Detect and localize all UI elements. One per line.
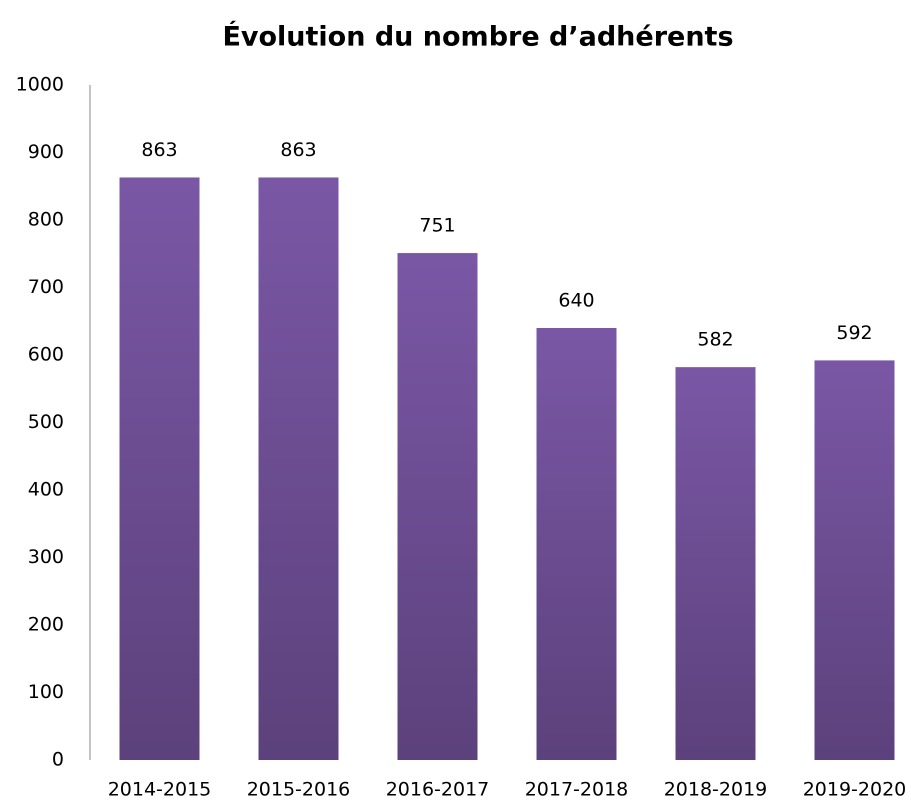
- y-tick-label: 400: [28, 479, 64, 501]
- x-tick-label: 2018-2019: [664, 779, 768, 801]
- y-tick-label: 0: [52, 749, 64, 771]
- bar-shade: [536, 328, 617, 760]
- bar-shade: [814, 360, 895, 760]
- x-tick-label: 2014-2015: [108, 779, 212, 801]
- bar-shade: [397, 253, 478, 760]
- data-label: 751: [419, 215, 455, 237]
- y-tick-label: 900: [28, 141, 64, 163]
- data-label: 863: [141, 139, 177, 161]
- y-tick-label: 500: [28, 411, 64, 433]
- bar-shade: [675, 367, 756, 760]
- chart-title: Évolution du nombre d’adhérents: [222, 21, 733, 53]
- x-tick-label: 2017-2018: [525, 779, 629, 801]
- bar-shade: [258, 177, 339, 761]
- data-label: 863: [280, 139, 316, 161]
- y-tick-label: 200: [28, 614, 64, 636]
- x-tick-label: 2016-2017: [386, 779, 490, 801]
- y-tick-label: 600: [28, 344, 64, 366]
- y-tick-label: 1000: [16, 74, 64, 96]
- y-tick-label: 700: [28, 276, 64, 298]
- data-label: 582: [697, 329, 733, 351]
- y-tick-label: 100: [28, 681, 64, 703]
- y-tick-label: 300: [28, 546, 64, 568]
- y-tick-label: 800: [28, 209, 64, 231]
- x-tick-label: 2019-2020: [803, 779, 907, 801]
- data-label: 592: [836, 322, 872, 344]
- data-label: 640: [558, 290, 594, 312]
- x-tick-label: 2015-2016: [247, 779, 351, 801]
- bar-shade: [119, 177, 200, 761]
